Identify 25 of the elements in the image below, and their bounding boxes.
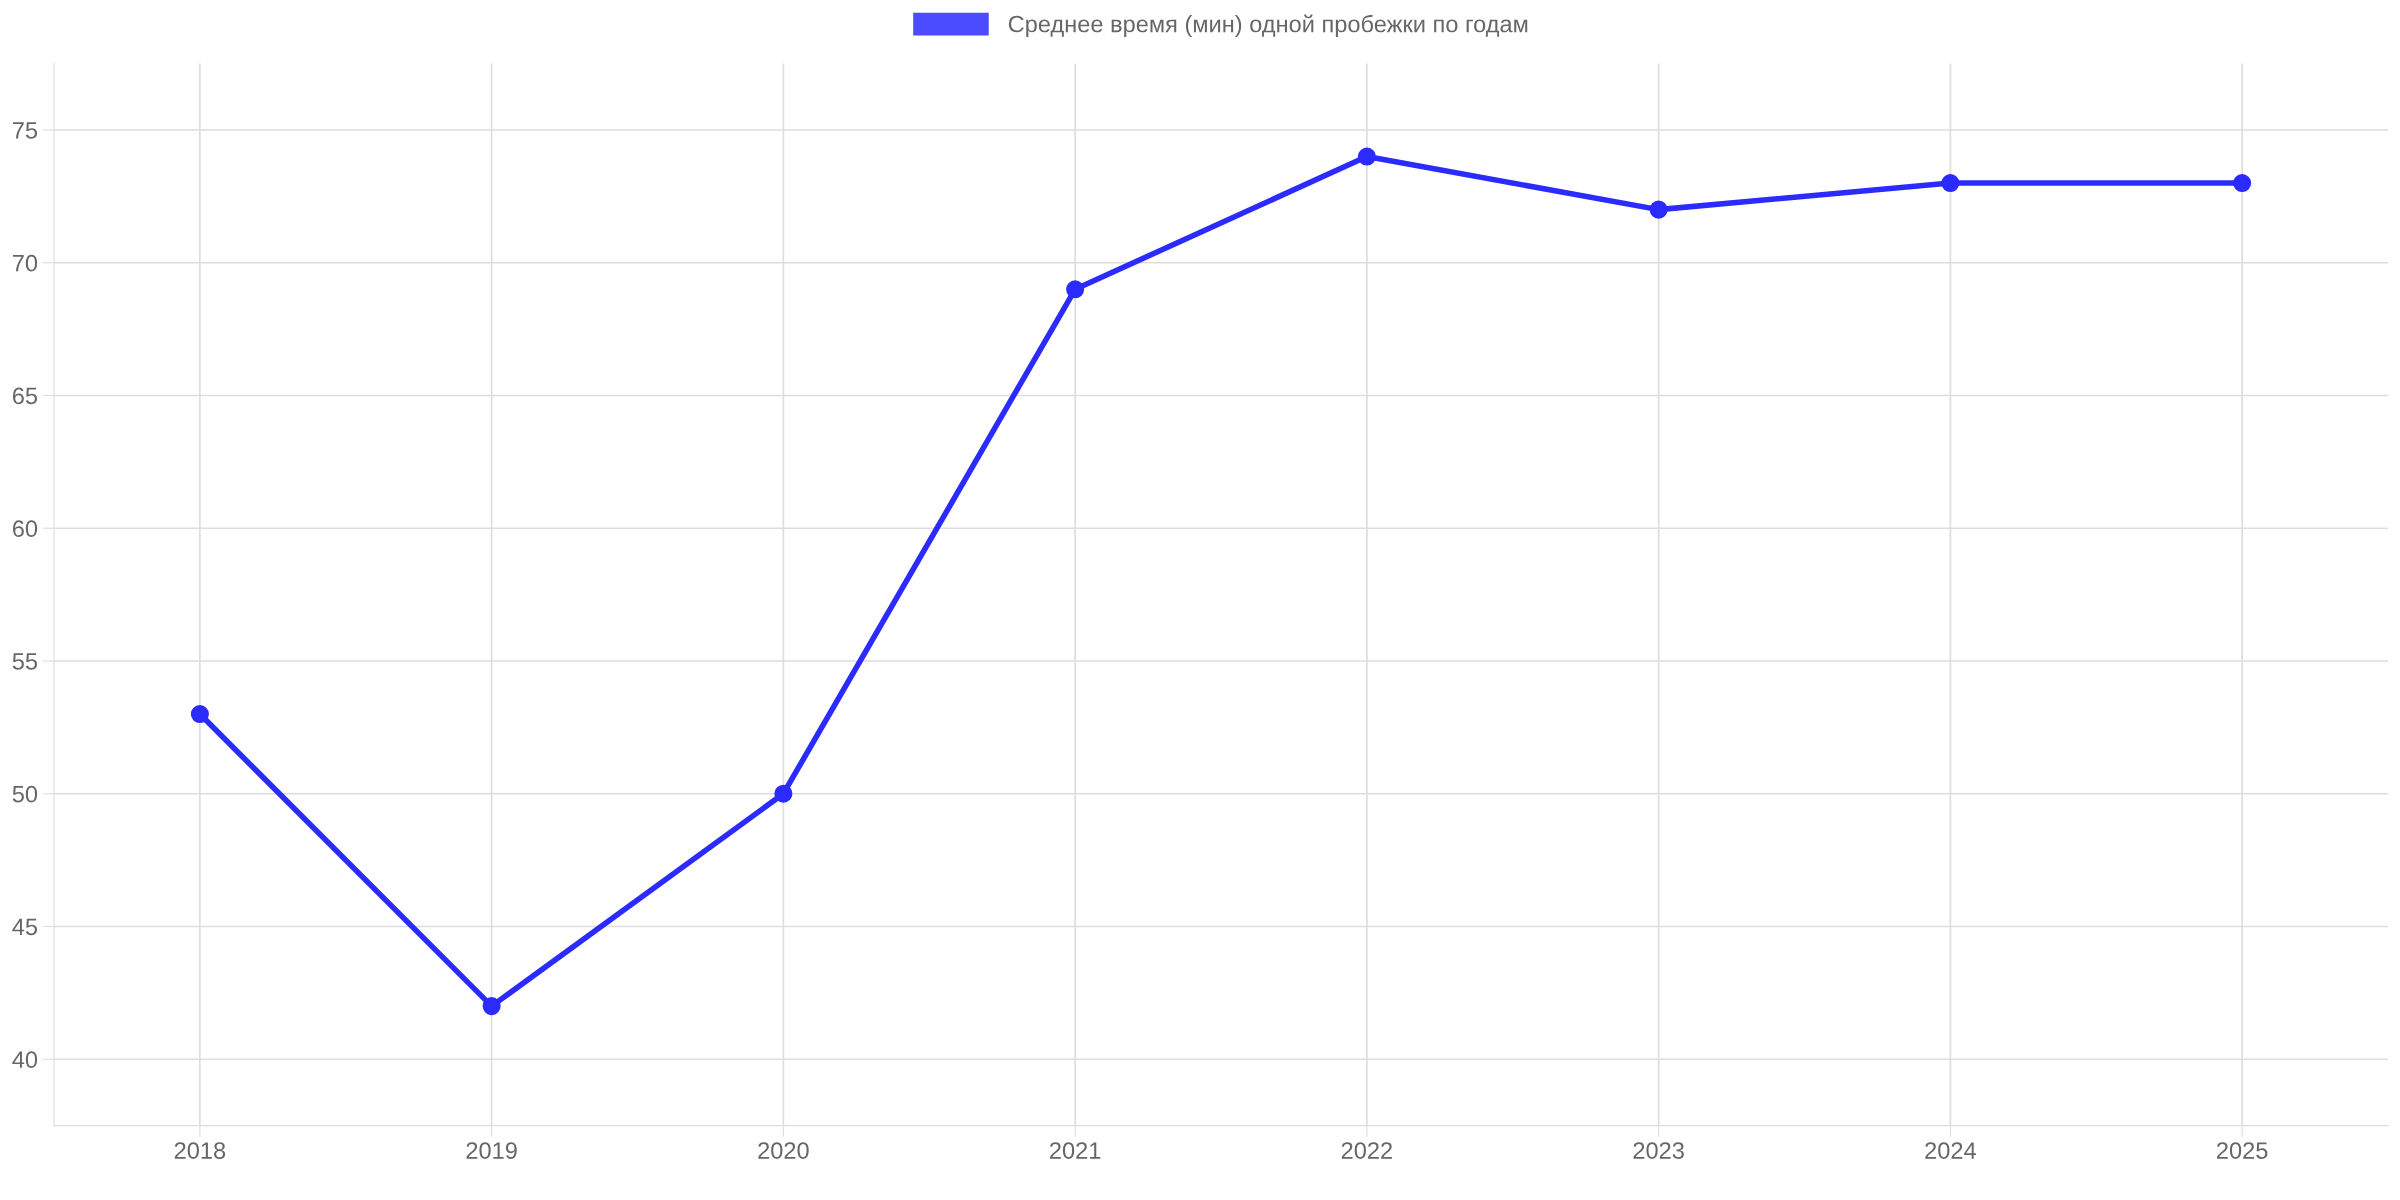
y-tick-label: 55: [12, 653, 38, 670]
point: [1941, 174, 1960, 193]
point: [482, 997, 501, 1016]
x-tick-label: 2019: [466, 1142, 517, 1159]
x-tick-label: 2021: [1050, 1142, 1101, 1159]
y-tick-label: 45: [12, 918, 38, 936]
point: [774, 784, 793, 803]
point: [2233, 174, 2252, 193]
x-tick-label: 2023: [1633, 1142, 1684, 1159]
y-tick-label: 60: [12, 520, 38, 538]
legend-label: Среднее время (мин) одной пробежки по годам: [1008, 14, 1528, 38]
point: [1649, 200, 1668, 219]
x-tick-label: 2025: [2217, 1142, 2268, 1159]
x-tick-label: 2018: [174, 1142, 226, 1159]
point: [190, 705, 209, 724]
y-tick-label: 40: [12, 1051, 38, 1069]
x-tick-label: 2024: [1925, 1142, 1976, 1159]
y-tick-label: 70: [12, 254, 38, 272]
point: [1066, 280, 1085, 299]
x-tick-label: 2022: [1341, 1142, 1392, 1159]
point: [1357, 147, 1376, 166]
y-tick-label: 75: [12, 122, 38, 139]
y-tick-label: 65: [12, 387, 38, 405]
x-tick-label: 2020: [758, 1142, 809, 1159]
y-tick-label: 50: [12, 785, 38, 803]
